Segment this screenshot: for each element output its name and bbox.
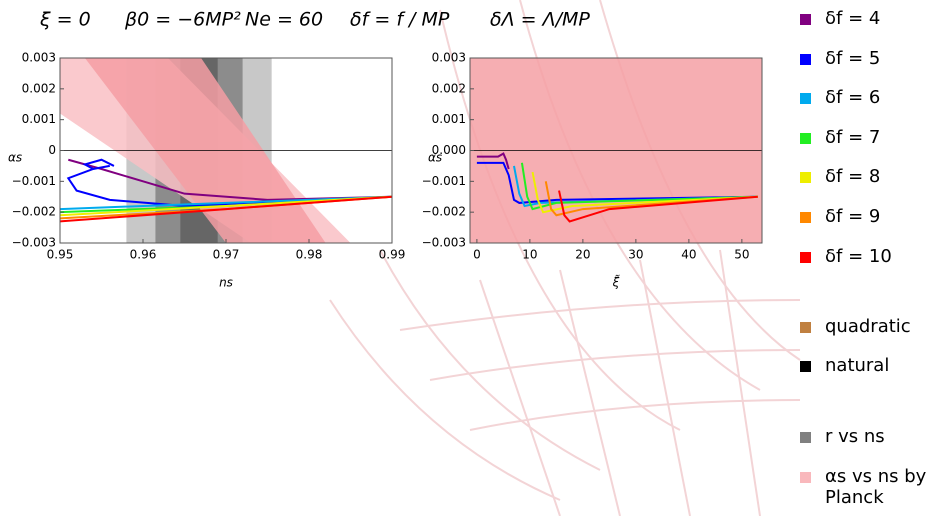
y-tick-label: −0.003 (422, 236, 466, 250)
plot-area (470, 58, 762, 243)
bg-curve (399, 299, 801, 331)
x-tick-label: 0.97 (213, 248, 240, 262)
legend-swatch (800, 361, 811, 372)
legend-item: δf = 8 (800, 166, 933, 187)
legend-swatch (800, 472, 811, 483)
legend-label: quadratic (825, 316, 911, 337)
bg-curve (639, 259, 691, 516)
header-item: δΛ = Λ/MP (490, 9, 590, 31)
series-line (520, 162, 758, 211)
legend-label: δf = 4 (825, 8, 881, 29)
plot-area (60, 58, 392, 243)
legend-item: δf = 6 (800, 87, 933, 108)
x-tick-label: 0.99 (379, 248, 406, 262)
y-tick-label: −0.002 (12, 205, 56, 219)
header-item: δf = f / MP (350, 9, 450, 31)
y-tick-label: 0.002 (22, 81, 56, 95)
x-axis-label: ns (219, 276, 233, 290)
legend-swatch (800, 251, 811, 263)
legend-item: δf = 9 (800, 206, 933, 227)
x-tick-label: 30 (628, 248, 643, 262)
header-item: β0 = −6MP² (124, 9, 241, 31)
y-tick-label: 0.002 (432, 81, 466, 95)
legend-swatch (800, 14, 811, 25)
legend-swatch (800, 212, 811, 223)
legend-swatch (800, 432, 811, 443)
bg-curve (439, 9, 681, 431)
legend-item: δf = 7 (800, 127, 933, 148)
bg-curve (329, 299, 561, 501)
legend-label: natural (825, 355, 890, 376)
bg-curve (719, 249, 761, 516)
legend-swatch (800, 53, 811, 65)
legend-label: αs vs ns by Planck (825, 466, 927, 508)
bg-curve (479, 279, 561, 516)
legend-label: δf = 5 (825, 47, 881, 69)
x-tick-label: 10 (522, 248, 537, 262)
legend-swatch (800, 93, 811, 105)
series-line (476, 152, 510, 170)
legend-item: quadratic (800, 316, 933, 337)
legend-label: δf = 7 (825, 126, 881, 148)
bg-curve (469, 399, 801, 431)
legend-item: δf = 10 (800, 246, 933, 267)
legend-swatch (800, 132, 811, 144)
bg-curve (429, 349, 801, 381)
series-line (544, 181, 758, 217)
y-tick-label: −0.001 (12, 174, 56, 188)
x-tick-label: 0.96 (130, 248, 157, 262)
y-tick-label: 0.000 (432, 143, 466, 157)
y-axis-label: αs (428, 151, 442, 165)
legend-item: αs vs ns by Planck (800, 466, 933, 508)
series-line (60, 195, 392, 217)
series-line (476, 161, 758, 204)
y-tick-label: −0.002 (422, 205, 466, 219)
y-axis-label: αs (8, 151, 22, 165)
legend-label: r vs ns (825, 426, 885, 447)
x-tick-label: 20 (575, 248, 590, 262)
y-tick-label: 0.003 (22, 51, 56, 65)
legend-item: δf = 4 (800, 8, 933, 29)
legend-label: δf = 10 (825, 245, 892, 267)
legend-swatch (800, 322, 811, 333)
header-item: ξ = 0 (39, 9, 91, 31)
bg-curve (379, 249, 601, 471)
series-line (558, 190, 758, 223)
series-line (66, 158, 392, 208)
series-line (60, 195, 392, 211)
x-tick-label: 50 (734, 248, 749, 262)
legend-item: δf = 5 (800, 48, 933, 69)
header-item: Ne = 60 (245, 9, 323, 31)
series-line (531, 171, 758, 214)
x-tick-label: 0.98 (296, 248, 323, 262)
header: ξ = 0 β0 = −6MP² Ne = 60 δf = f / MP δΛ = Λ/… (39, 9, 590, 31)
x-tick-label: 40 (681, 248, 696, 262)
y-tick-label: 0.001 (22, 112, 56, 126)
bg-curve (559, 269, 621, 516)
legend-swatch (800, 172, 811, 184)
y-tick-label: 0.001 (432, 112, 466, 126)
legend-label: δf = 8 (825, 166, 881, 188)
y-tick-label: 0.003 (432, 51, 466, 65)
y-tick-label: −0.001 (422, 174, 466, 188)
x-tick-label: 0 (473, 248, 481, 262)
plot: −0.003 −0.002 −0.001 0.000 0.001 0.002 0.003 0 1… (422, 51, 763, 290)
series-line (60, 195, 392, 223)
x-tick-label: 0.95 (47, 248, 74, 262)
y-tick-label: −0.003 (12, 236, 56, 250)
legend-label: δf = 9 (825, 206, 881, 227)
series-line (68, 158, 392, 201)
plot: −0.003 −0.002 −0.001 0 0.001 0.002 0.003 0.95 0.… (8, 51, 405, 290)
legend-label: δf = 6 (825, 87, 881, 109)
y-tick-label: 0 (48, 143, 56, 157)
legend-item: r vs ns (800, 426, 933, 447)
x-axis-label: ξ̃ (612, 274, 620, 289)
legend-item: natural (800, 355, 933, 376)
